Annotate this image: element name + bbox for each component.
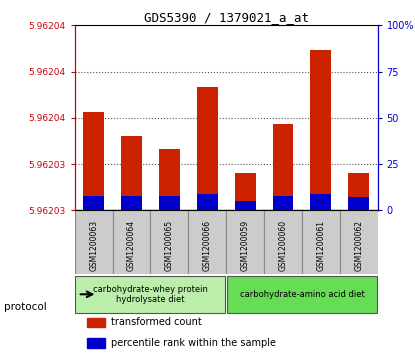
FancyBboxPatch shape	[188, 211, 226, 274]
Text: transformed count: transformed count	[111, 317, 202, 327]
Bar	[197, 194, 217, 211]
Bar	[310, 194, 331, 211]
Text: percentile rank within the sample: percentile rank within the sample	[111, 338, 276, 348]
Text: GSM1200065: GSM1200065	[165, 220, 174, 271]
Bar	[273, 124, 293, 211]
FancyBboxPatch shape	[112, 211, 150, 274]
FancyBboxPatch shape	[227, 276, 377, 313]
Bar	[121, 196, 142, 211]
Text: GSM1200060: GSM1200060	[278, 220, 288, 271]
Text: GSM1200062: GSM1200062	[354, 220, 363, 271]
Text: GSM1200063: GSM1200063	[89, 220, 98, 271]
Bar	[310, 50, 331, 211]
FancyBboxPatch shape	[264, 211, 302, 274]
Bar	[83, 196, 104, 211]
Bar	[197, 87, 217, 211]
Bar	[159, 149, 180, 211]
Text: GSM1200059: GSM1200059	[241, 220, 249, 271]
Title: GDS5390 / 1379021_a_at: GDS5390 / 1379021_a_at	[144, 11, 309, 24]
FancyBboxPatch shape	[75, 211, 112, 274]
Bar	[87, 318, 105, 327]
Text: carbohydrate-whey protein
hydrolysate diet: carbohydrate-whey protein hydrolysate di…	[93, 285, 208, 304]
Bar	[273, 196, 293, 211]
Bar	[87, 338, 105, 348]
Bar	[235, 174, 256, 211]
Bar	[121, 136, 142, 211]
FancyBboxPatch shape	[76, 276, 225, 313]
Text: carbohydrate-amino acid diet: carbohydrate-amino acid diet	[239, 290, 364, 299]
FancyBboxPatch shape	[226, 211, 264, 274]
Bar	[348, 197, 369, 211]
Bar	[235, 201, 256, 211]
FancyBboxPatch shape	[302, 211, 340, 274]
Bar	[348, 174, 369, 211]
Text: GSM1200061: GSM1200061	[316, 220, 325, 271]
FancyBboxPatch shape	[340, 211, 378, 274]
Bar	[83, 112, 104, 211]
Bar	[159, 196, 180, 211]
FancyBboxPatch shape	[150, 211, 188, 274]
Text: protocol: protocol	[4, 302, 47, 312]
Text: GSM1200066: GSM1200066	[203, 220, 212, 271]
Text: GSM1200064: GSM1200064	[127, 220, 136, 271]
